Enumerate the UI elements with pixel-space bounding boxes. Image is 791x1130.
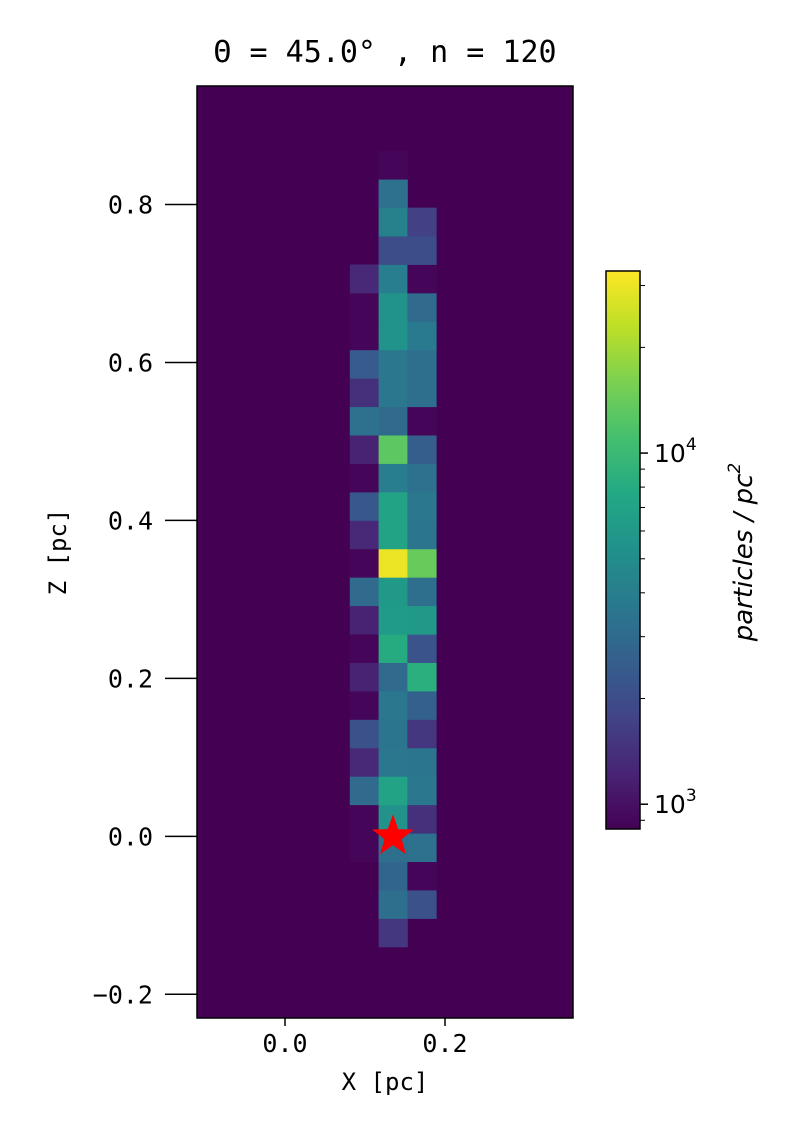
heatmap-cell [407,349,437,379]
heatmap-cell [349,804,379,834]
heatmap-cell [378,491,408,521]
heatmap-cell [407,861,437,891]
heatmap-cell [407,719,437,749]
colorbar-tick-label: 104 [654,435,697,468]
heatmap-cell [349,264,379,294]
y-tick-label: 0.4 [108,506,153,535]
heatmap-cell [349,292,379,322]
heatmap-cell [378,463,408,493]
y-tick-label: 0.6 [108,348,153,377]
x-axis-ticks: 0.0 0.2 [262,1018,468,1058]
plot-frame [196,85,574,1019]
colorbar-ticks: 103 104 [640,285,697,821]
heatmap-cell [378,548,408,578]
heatmap-cell [407,435,437,464]
y-axis-label: Z [pc] [44,509,72,596]
heatmap-cell [407,776,437,806]
y-axis-ticks: −0.2 0.0 0.2 0.4 0.6 0.8 [93,190,197,1009]
heatmap-cell [378,349,408,379]
heatmap-cell [378,918,408,948]
heatmap-cell [378,890,408,919]
heatmap-cell [349,719,379,749]
heatmap-cell [378,150,408,180]
heatmap-cell [407,577,437,607]
heatmap-cell [349,833,379,863]
heatmap-cell [378,520,408,550]
heatmap-cell [407,833,437,863]
heatmap-cell [378,378,408,408]
x-tick-label: 0.0 [262,1029,307,1058]
heatmap-cell [349,491,379,521]
heatmap-cell [407,264,437,294]
heatmap-cell [407,406,437,436]
heatmap-cell [349,747,379,777]
heatmap-cell [378,634,408,663]
heatmap-cell [378,861,408,891]
colorbar-label: particles / pc2 [725,463,759,643]
colorbar-label-superscript: 2 [725,463,745,474]
heatmap-cell [349,520,379,550]
heatmap-cell [407,890,437,919]
colorbar-label-main: particles / pc [729,474,759,643]
heatmap-cell [378,719,408,749]
heatmap-cell [378,406,408,436]
x-tick-label: 0.2 [422,1029,467,1058]
heatmap-cell [407,804,437,834]
heatmap-cell [407,520,437,550]
heatmap-cell [407,747,437,777]
heatmap-cell [407,378,437,408]
heatmap-cell [349,548,379,578]
heatmap-cell [349,776,379,806]
heatmap-cell [349,349,379,379]
heatmap-cell [378,662,408,692]
colorbar [605,270,641,830]
heatmap-cell [378,776,408,806]
heatmap-cell [378,179,408,209]
star-marker [372,814,414,855]
marker-layer [372,814,414,855]
heatmap-cell [378,747,408,777]
heatmap-cell [378,435,408,464]
y-tick-label: −0.2 [93,980,153,1009]
y-tick-label: 0.8 [108,190,153,219]
heatmap-cell [349,435,379,464]
heatmap-cell [349,662,379,692]
heatmap-cell [378,207,408,237]
heatmap-cell [407,691,437,720]
heatmap-cell [407,491,437,521]
heatmap-cell [407,292,437,322]
heatmap-cell [407,463,437,493]
y-tick-label: 0.2 [108,664,153,693]
heatmap-cell [378,236,408,265]
chart-title: Θ = 45.0° , n = 120 [213,35,556,70]
heatmap-cell [407,207,437,237]
heatmap-cell [378,605,408,635]
heatmap-cell [349,321,379,351]
heatmap-cell [378,691,408,720]
heatmap-cell [349,577,379,607]
heatmap-cell [349,691,379,720]
colorbar-tick-label: 103 [654,786,697,819]
heatmap-cell [349,605,379,635]
heatmap-cell [378,321,408,351]
heatmap-cell [407,634,437,663]
heatmap-cell [407,321,437,351]
heatmap-cell [407,662,437,692]
heatmap-cell [407,605,437,635]
heatmap-cell [407,236,437,265]
heatmap-cell [349,463,379,493]
heatmap-cell [378,577,408,607]
heatmap-cell [349,634,379,663]
heatmap-cell [378,264,408,294]
heatmap-cells [349,150,437,948]
x-axis-label: X [pc] [342,1068,429,1096]
heatmap-cell [378,292,408,322]
heatmap-cell [407,548,437,578]
y-tick-label: 0.0 [108,822,153,851]
heatmap-cell [349,406,379,436]
heatmap-cell [349,378,379,408]
